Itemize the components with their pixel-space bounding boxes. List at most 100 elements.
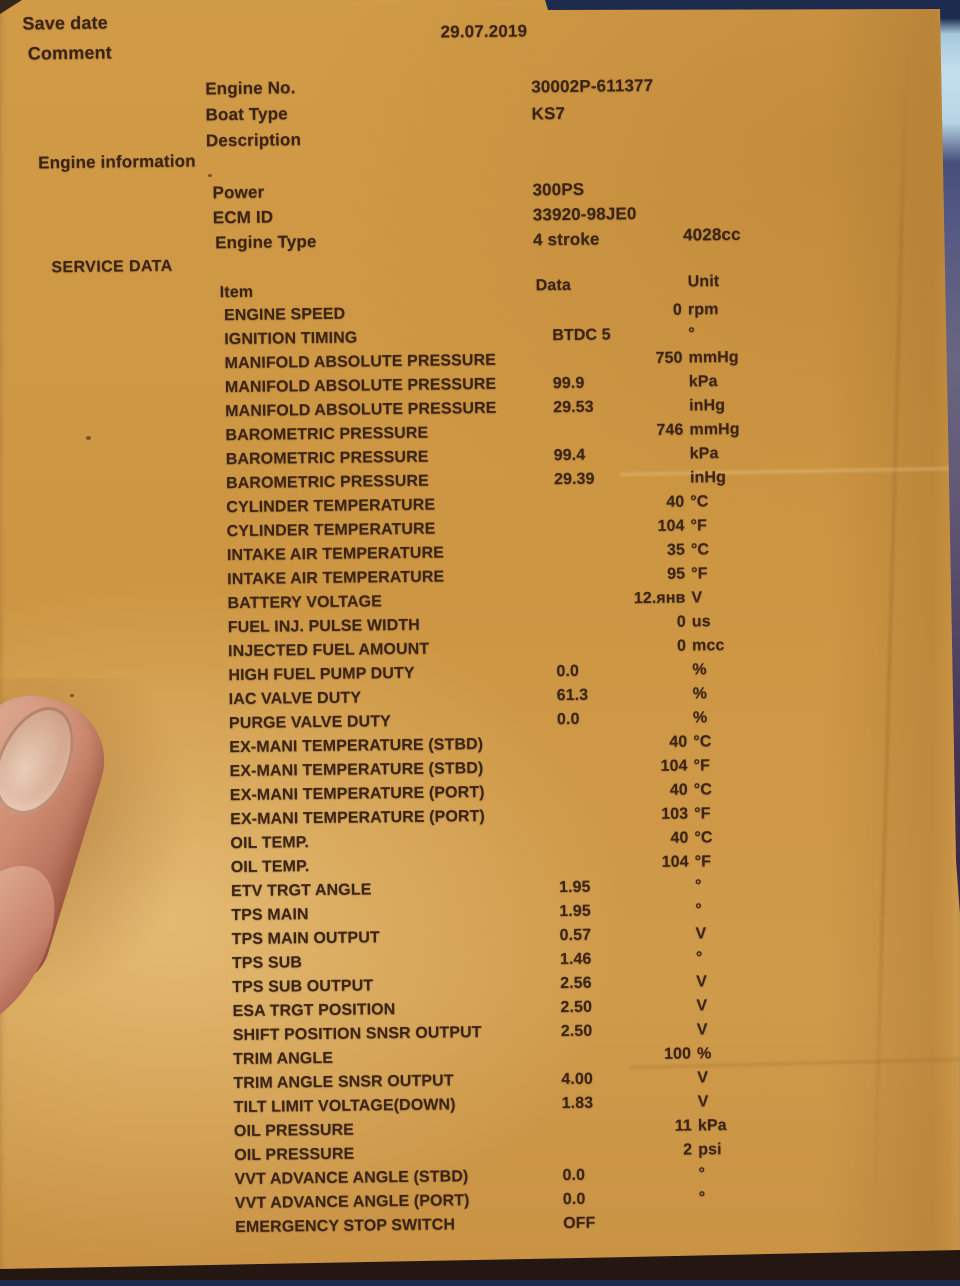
service-unit-cell: ° xyxy=(695,949,703,967)
service-item-label: INTAKE AIR TEMPERATURE xyxy=(226,544,445,565)
service-item-label: TPS MAIN xyxy=(231,906,309,925)
service-unit-cell: ° xyxy=(698,1165,706,1183)
service-unit-cell: inHg xyxy=(689,468,727,487)
service-value-cell: 0 xyxy=(676,637,687,655)
service-data-cell: 2.50 xyxy=(560,998,593,1017)
service-value-cell xyxy=(592,442,684,443)
service-value-cell: 40 xyxy=(670,829,689,847)
service-data-cell: 1.46 xyxy=(559,950,592,969)
service-value-cell: 95 xyxy=(667,565,686,583)
service-value-cell xyxy=(599,1018,691,1019)
service-unit-cell: V xyxy=(691,589,703,607)
column-header-item: Item xyxy=(219,283,254,302)
service-unit-cell: °F xyxy=(691,565,708,583)
save-date-label: Save date xyxy=(22,12,108,34)
service-data-cell: 0.0 xyxy=(562,1166,586,1185)
service-value-cell xyxy=(592,466,684,467)
service-value-cell xyxy=(598,970,690,971)
service-value-cell: 0 xyxy=(672,301,683,319)
description-label: Description xyxy=(205,130,302,151)
service-item-label: MANIFOLD ABSOLUTE PRESSURE xyxy=(224,351,497,373)
comment-label: Comment xyxy=(27,42,112,64)
service-value-cell: 40 xyxy=(669,781,688,799)
service-item-label: BATTERY VOLTAGE xyxy=(227,593,383,613)
service-unit-cell: ° xyxy=(694,877,702,895)
service-unit-cell: kPa xyxy=(697,1117,727,1135)
service-item-label: IGNITION TIMING xyxy=(224,329,358,349)
service-unit-cell: °F xyxy=(694,853,712,871)
service-item-label: EX-MANI TEMPERATURE (STBD) xyxy=(229,735,484,757)
service-data-cell: 61.3 xyxy=(556,686,589,705)
service-value-cell: 40 xyxy=(669,733,688,751)
service-value-cell xyxy=(598,994,690,995)
paper-speck xyxy=(208,174,212,177)
service-item-label: EX-MANI TEMPERATURE (STBD) xyxy=(229,759,484,781)
service-unit-cell: V xyxy=(697,1093,709,1111)
service-unit-cell: kPa xyxy=(688,373,718,391)
service-value-cell: 2 xyxy=(683,1141,693,1159)
service-unit-cell: rpm xyxy=(687,301,719,319)
service-value-cell xyxy=(600,1090,692,1091)
service-item-label: INJECTED FUEL AMOUNT xyxy=(228,640,430,661)
service-item-label: EMERGENCY STOP SWITCH xyxy=(235,1216,456,1237)
engine-type-label: Engine Type xyxy=(215,231,317,253)
service-unit-cell: % xyxy=(692,661,707,679)
service-value-cell xyxy=(595,706,687,707)
service-unit-cell: °C xyxy=(693,781,713,799)
service-unit-cell: mcc xyxy=(691,637,725,655)
service-item-label: CYLINDER TEMPERATURE xyxy=(226,520,436,541)
service-item-label: TILT LIMIT VOLTAGE(DOWN) xyxy=(233,1096,456,1117)
service-data-cell: 2.50 xyxy=(560,1022,593,1041)
service-data-cell: 29.53 xyxy=(553,398,594,417)
service-item-label: OIL TEMP. xyxy=(230,834,310,853)
service-unit-cell: psi xyxy=(698,1141,722,1159)
service-data-cell: 4.00 xyxy=(561,1070,594,1089)
service-item-label: BAROMETRIC PRESSURE xyxy=(225,424,429,445)
boat-type-label: Boat Type xyxy=(205,104,288,125)
service-data-cell: 99.4 xyxy=(553,446,586,465)
service-data-title: SERVICE DATA xyxy=(51,257,173,277)
service-value-cell xyxy=(601,1210,693,1211)
service-item-label: ETV TRGT ANGLE xyxy=(230,881,372,901)
service-unit-cell: °F xyxy=(690,517,708,535)
service-item-label: OIL TEMP. xyxy=(230,858,310,877)
service-unit-cell: ° xyxy=(698,1189,706,1207)
thumb xyxy=(0,678,196,1051)
service-data-table: ENGINE SPEED 0 rpm IGNITION TIMING BTDC 5 ° MA… xyxy=(224,297,835,1240)
service-item-label: HIGH FUEL PUMP DUTY xyxy=(228,664,415,685)
service-unit-cell: ° xyxy=(688,325,695,343)
service-unit-cell: kPa xyxy=(689,445,719,463)
service-data-cell: 0.0 xyxy=(556,662,580,681)
service-value-cell: 750 xyxy=(655,349,683,367)
service-unit-cell: V xyxy=(696,1021,708,1039)
service-item-label: MANIFOLD ABSOLUTE PRESSURE xyxy=(225,399,497,421)
engine-information-title: Engine information xyxy=(38,151,196,173)
service-value-cell: 12.янв xyxy=(633,589,686,608)
column-header-unit: Unit xyxy=(687,273,720,291)
service-data-cell: 99.9 xyxy=(552,374,585,393)
service-item-label: EX-MANI TEMPERATURE (PORT) xyxy=(229,783,485,805)
service-unit-cell: V xyxy=(697,1069,709,1087)
service-data-cell: BTDC 5 xyxy=(552,326,611,345)
service-data-cell: 0.57 xyxy=(559,926,592,945)
service-value-cell xyxy=(591,371,683,372)
service-value-cell xyxy=(598,946,690,947)
service-item-label: ENGINE SPEED xyxy=(223,305,346,325)
service-item-label: BAROMETRIC PRESSURE xyxy=(225,472,429,493)
service-unit-cell: ° xyxy=(695,901,702,919)
service-unit-cell: °C xyxy=(693,733,712,751)
service-value-cell xyxy=(595,682,687,683)
service-value-cell xyxy=(601,1186,693,1187)
service-unit-cell: V xyxy=(696,997,708,1015)
service-unit-cell: °F xyxy=(694,805,711,823)
service-item-label: TPS SUB OUTPUT xyxy=(232,977,374,997)
engine-type-value: 4 stroke xyxy=(532,229,600,250)
service-item-label: OIL PRESSURE xyxy=(233,1121,355,1141)
paper-speck xyxy=(70,694,74,697)
service-data-cell: 0.0 xyxy=(562,1190,586,1209)
service-item-label: TPS SUB xyxy=(231,954,303,973)
service-value-cell: 35 xyxy=(666,541,686,559)
